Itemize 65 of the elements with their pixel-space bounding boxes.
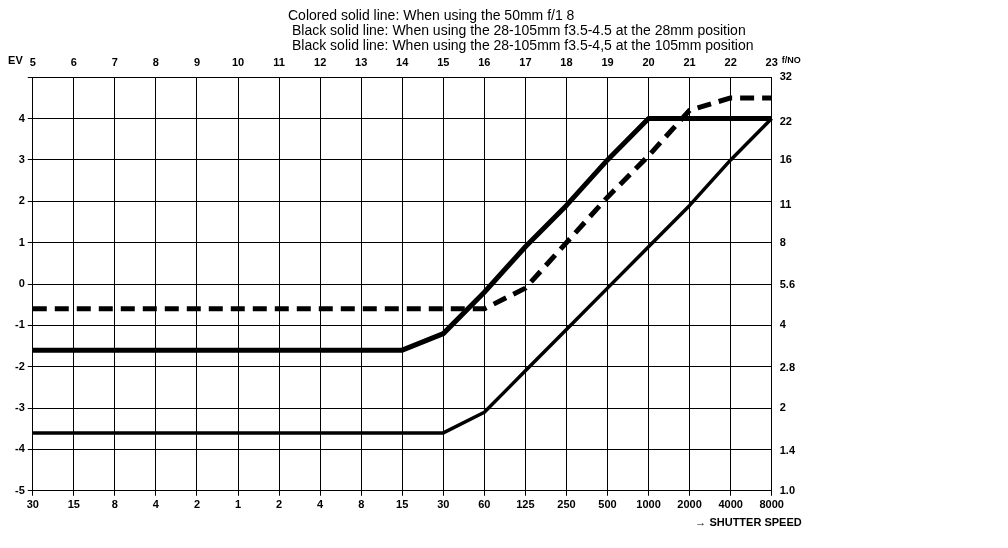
y2-tick-label: 11 [779,197,792,210]
x-tick-label: 2 [276,498,283,511]
x-tick-label: 1 [234,498,242,511]
y2-tick-label: 32 [779,70,792,83]
x2-tick-label: 20 [642,55,655,68]
x-tick-label: 8 [358,498,365,511]
x-tick-label: 8000 [759,498,784,511]
y-tick-label: 0 [18,277,25,290]
y2-tick-label: 8 [779,235,786,248]
x2-tick-label: 13 [355,55,368,68]
x-tick-label: 250 [557,498,576,511]
y-tick-label: -4 [15,442,26,455]
y-tick-label: -3 [15,401,25,414]
y-tick-label: 4 [18,111,26,124]
x-tick-label: 8 [111,498,118,511]
x-tick-label: 30 [437,498,450,511]
text: Black solid line: When using the 28-105mm f3.5-4.5 at the 28mm position [292,22,747,38]
x-tick-label: 30 [26,498,39,511]
x2-tick-label: 11 [273,55,285,68]
x2-tick-label: 14 [396,55,410,68]
y-tick-label: 1 [18,235,25,248]
y2-axis-title: f/NO [781,55,801,66]
x2-tick-label: 8 [152,55,159,68]
x2-tick-label: 7 [111,55,118,68]
text: Black solid line: When using the 28-105mm f3.5-4,5 at the 105mm position [292,37,755,53]
x2-axis-title: EV [8,54,24,67]
text: Colored solid line: When using the 50mm f/1 8 [288,7,576,23]
x-tick-label: 60 [478,498,491,511]
x-tick-label: 15 [396,498,409,511]
x2-tick-label: 19 [601,55,614,68]
x-tick-label: 4 [152,498,160,511]
x2-tick-label: 22 [724,55,737,68]
y2-tick-label: 4 [779,318,787,331]
x2-tick-label: 9 [193,55,201,68]
x-tick-label: 2000 [677,498,702,511]
y2-tick-label: 2 [779,401,786,414]
x-tick-label: 2 [193,498,201,511]
x2-tick-label: 15 [437,55,450,68]
x2-tick-label: 5 [29,55,36,68]
y2-tick-label: 5.6 [779,278,796,291]
x2-tick-label: 21 [683,55,696,68]
x-tick-label: 1000 [636,498,661,511]
y2-tick-label: 1.4 [779,443,796,456]
x-tick-label: 500 [598,498,617,511]
x2-tick-label: 16 [478,55,491,68]
x2-tick-label: 6 [70,55,77,68]
y-tick-label: 3 [18,152,25,165]
x2-tick-label: 10 [231,55,245,68]
y2-tick-label: 2.8 [779,360,796,373]
y-tick-label: -1 [15,318,25,331]
x2-tick-label: 12 [314,55,327,68]
y2-tick-label: 22 [779,114,792,127]
x2-tick-label: 18 [560,55,573,68]
x-tick-label: 4000 [718,498,743,511]
y-tick-label: 2 [18,194,25,207]
x2-tick-label: 17 [519,55,532,68]
x-tick-label: 15 [67,498,80,511]
y2-tick-label: 16 [779,152,792,165]
y2-tick-label: 1.0 [779,483,796,496]
x2-tick-label: 23 [765,55,778,68]
x-tick-label: 4 [317,498,325,511]
x-tick-label: 125 [516,498,535,511]
y-tick-label: -2 [15,359,25,372]
y-tick-label: -5 [15,483,25,496]
x-axis-title: → SHUTTER SPEED [695,515,802,528]
